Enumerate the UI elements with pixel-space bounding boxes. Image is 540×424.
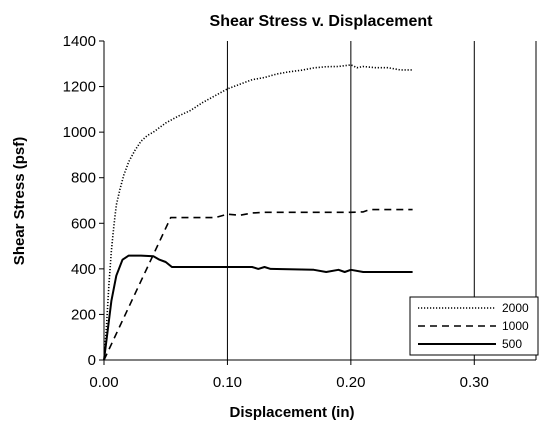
legend: 2000 1000 500	[409, 296, 539, 356]
y-tick-label: 200	[71, 306, 96, 323]
x-tick-label: 0.10	[213, 374, 242, 391]
y-axis-title: Shear Stress (psf)	[11, 137, 28, 265]
y-tick-label: 1000	[63, 124, 96, 141]
series-line-500	[103, 254, 413, 361]
plot-area: 0 200 400 600 800 1000 1200 1400 0.00 0.10 0.20 0.3…	[63, 33, 537, 391]
y-tick-label: 800	[71, 170, 96, 187]
y-tick-label: 400	[71, 261, 96, 278]
chart-title: Shear Stress v. Displacement	[210, 13, 434, 30]
x-tick-label: 0.00	[89, 374, 118, 391]
x-tick-label: 0.30	[460, 374, 489, 391]
y-tick-label: 600	[71, 215, 96, 232]
x-tick-label: 0.20	[336, 374, 365, 391]
y-tick-label: 1200	[63, 79, 96, 96]
legend-label-2000: 2000	[502, 301, 529, 315]
y-tick-label: 1400	[63, 33, 96, 50]
series-line-1000	[103, 208, 413, 361]
legend-label-500: 500	[502, 337, 522, 351]
legend-label-1000: 1000	[502, 319, 529, 333]
x-axis-title: Displacement (in)	[229, 404, 354, 421]
y-tick-label: 0	[88, 352, 96, 369]
